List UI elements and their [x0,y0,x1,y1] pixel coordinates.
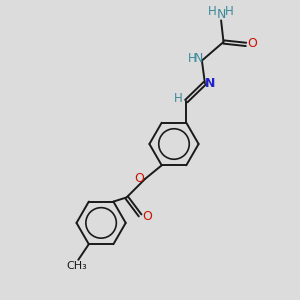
Text: CH₃: CH₃ [66,261,87,272]
Text: N: N [216,8,226,22]
Text: N: N [205,76,215,90]
Text: H: H [173,92,182,105]
Text: O: O [134,172,144,185]
Text: H: H [208,5,217,18]
Text: H: H [188,52,197,65]
Text: O: O [142,210,152,224]
Text: O: O [247,37,257,50]
Text: H: H [225,5,234,18]
Text: N: N [194,52,204,65]
